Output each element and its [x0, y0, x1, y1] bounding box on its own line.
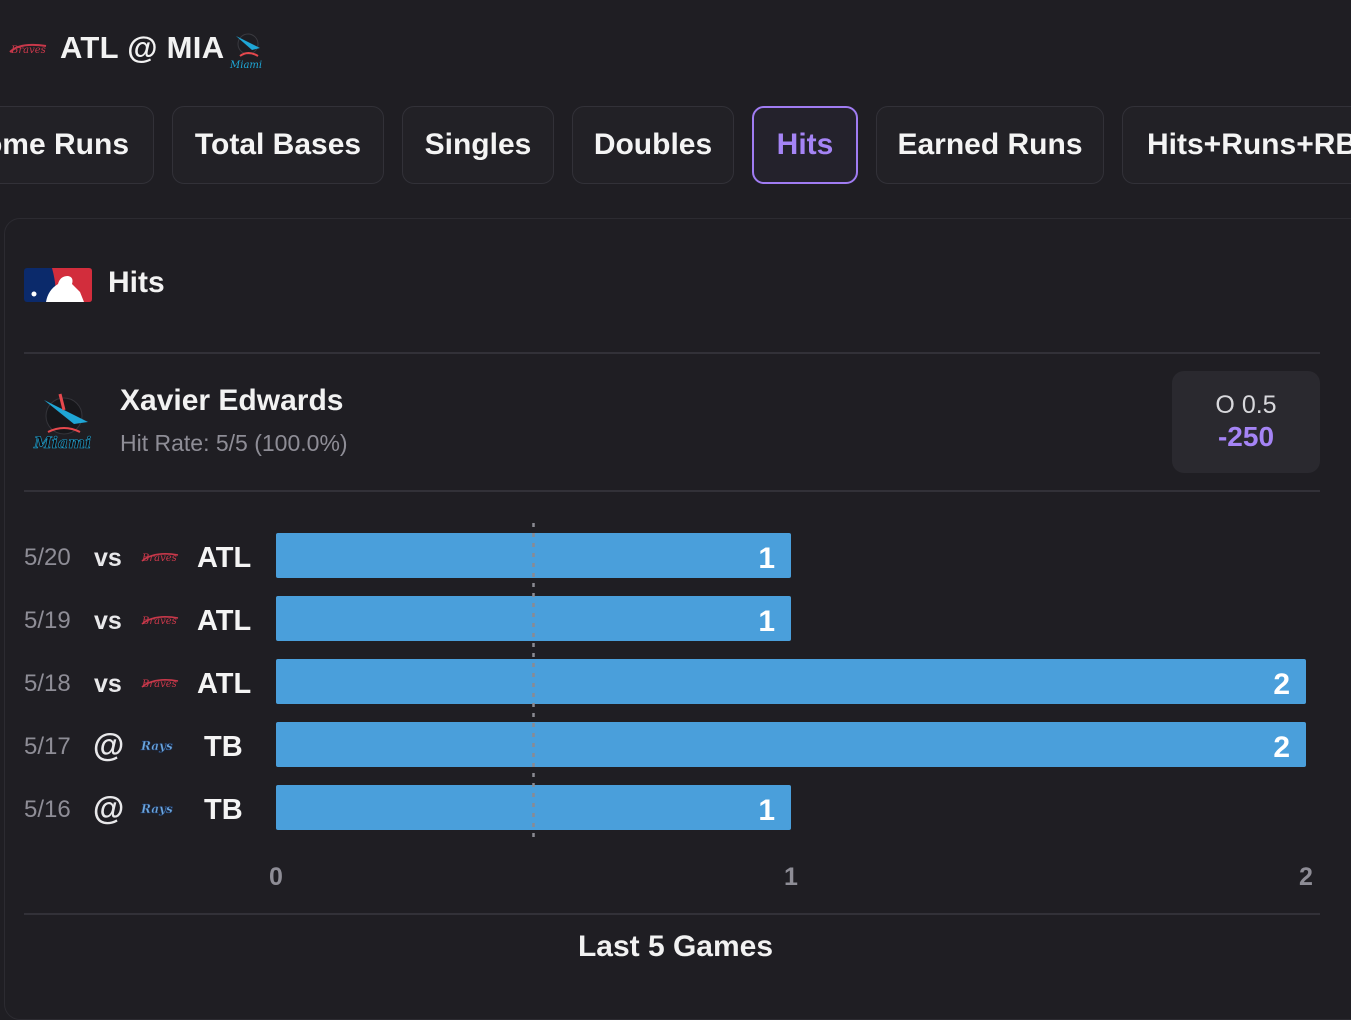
tab-hits[interactable]: Hits	[752, 106, 858, 184]
odds-price: -250	[1217, 421, 1275, 452]
odds-button[interactable]: O 0.5 -250	[1172, 371, 1320, 473]
braves-logo-icon: Braves	[141, 616, 179, 627]
braves-logo-icon: Braves	[9, 43, 47, 56]
game-venue: vs	[94, 607, 122, 635]
braves-logo-icon: Braves	[141, 679, 179, 690]
game-date: 5/18	[24, 670, 71, 697]
marlins-logo-icon: Miami	[229, 33, 262, 71]
opponent-team: TB	[204, 794, 243, 826]
game-date: 5/19	[24, 607, 71, 634]
odds-line: O 0.5	[1215, 391, 1277, 419]
game-row: 5/20 vs Braves ATL	[0, 534, 270, 582]
rays-logo-icon: Rays	[140, 802, 173, 817]
game-date: 5/17	[24, 733, 71, 760]
opponent-team: TB	[204, 731, 243, 763]
opponent-team: ATL	[197, 605, 252, 637]
game-date: 5/20	[24, 544, 71, 571]
hit-rate: Hit Rate: 5/5 (100.0%)	[120, 430, 348, 456]
opponent-team: ATL	[197, 542, 252, 574]
marlins-logo-icon: Miami	[33, 393, 91, 452]
tab-doubles[interactable]: Doubles	[572, 106, 734, 184]
divider	[24, 490, 1320, 492]
game-row: 5/18 vs Braves ATL	[0, 660, 270, 708]
game-venue: @	[93, 790, 125, 826]
svg-text:Braves: Braves	[141, 553, 177, 564]
divider	[24, 913, 1320, 915]
mlb-logo-icon	[24, 268, 92, 302]
rays-logo-icon: Rays	[140, 739, 173, 754]
svg-text:Braves: Braves	[141, 616, 177, 627]
braves-logo-icon: Braves	[141, 553, 179, 564]
game-venue: vs	[94, 670, 122, 698]
section-title: Hits	[108, 266, 165, 299]
game-date: 5/16	[24, 796, 71, 823]
divider	[24, 352, 1320, 354]
tab-home-runs[interactable]: Home Runs	[0, 106, 154, 184]
tab-earned-runs[interactable]: Earned Runs	[876, 106, 1104, 184]
player-name: Xavier Edwards	[120, 384, 344, 417]
game-row: 5/16 @ Rays TB	[0, 786, 270, 834]
svg-text:Braves: Braves	[141, 679, 177, 690]
tab-total-bases[interactable]: Total Bases	[172, 106, 384, 184]
svg-text:Rays: Rays	[140, 802, 173, 816]
svg-text:Miami: Miami	[229, 60, 262, 71]
game-row: 5/17 @ Rays TB	[0, 723, 270, 771]
game-venue: @	[93, 727, 125, 763]
tab-singles[interactable]: Singles	[402, 106, 554, 184]
market-tabs: Home Runs Total Bases Singles Doubles Hi…	[0, 106, 1351, 186]
svg-text:Miami: Miami	[33, 433, 91, 452]
matchup-title: ATL @ MIA	[60, 30, 225, 65]
game-venue: vs	[94, 544, 122, 572]
svg-text:Rays: Rays	[140, 739, 173, 753]
tab-hits-runs-rbi[interactable]: Hits+Runs+RBI	[1122, 106, 1351, 184]
svg-text:Braves: Braves	[10, 45, 46, 56]
opponent-team: ATL	[197, 668, 252, 700]
chart-footer-label: Last 5 Games	[577, 930, 774, 963]
game-row: 5/19 vs Braves ATL	[0, 597, 270, 645]
